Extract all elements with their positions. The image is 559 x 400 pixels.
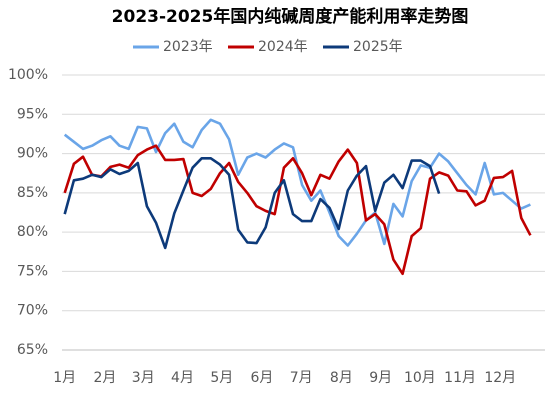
series-line [63,144,532,276]
x-tick-label: 12月 [484,370,516,386]
y-tick-label: 100% [8,67,48,83]
x-tick-label: 1月 [53,370,76,386]
legend-label: 2024年 [258,39,308,55]
x-tick-label: 6月 [250,370,273,386]
y-tick-label: 95% [17,106,48,122]
series-line [63,157,441,250]
legend-label: 2023年 [163,39,213,55]
x-tick-label: 9月 [369,370,392,386]
x-tick-label: 8月 [330,370,353,386]
x-tick-label: 2月 [93,370,116,386]
chart-title: 2023-2025年国内纯碱周度产能利用率走势图 [112,6,469,27]
x-tick-label: 11月 [444,370,476,386]
y-tick-label: 75% [17,263,48,279]
y-tick-label: 85% [17,185,48,201]
x-tick-label: 7月 [290,370,313,386]
y-tick-label: 90% [17,146,48,162]
y-tick-label: 80% [17,224,48,240]
x-tick-label: 10月 [404,370,436,386]
legend-label: 2025年 [353,39,403,55]
x-tick-label: 5月 [210,370,233,386]
series-line [63,118,531,247]
y-tick-label: 65% [17,342,48,358]
y-tick-label: 70% [17,303,48,319]
x-tick-label: 3月 [132,370,155,386]
x-tick-label: 4月 [171,370,194,386]
